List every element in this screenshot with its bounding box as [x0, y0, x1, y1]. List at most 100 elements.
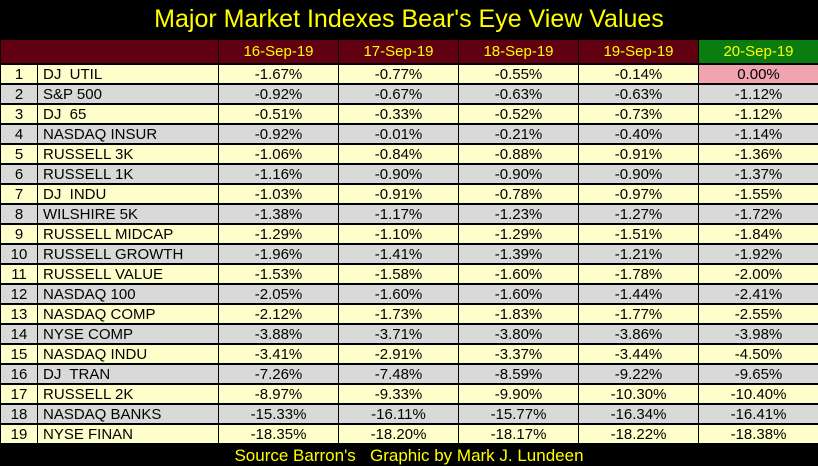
value-cell: -10.30% — [578, 383, 699, 405]
row-number-cell: 16 — [0, 363, 38, 385]
value-cell: -3.86% — [578, 323, 699, 345]
value-cell: -8.59% — [458, 363, 579, 385]
page-title: Major Market Indexes Bear's Eye View Val… — [154, 4, 664, 33]
index-name-cell: NASDAQ BANKS — [37, 403, 219, 425]
value-cell: -16.34% — [578, 403, 699, 425]
value-cell: -1.36% — [698, 143, 818, 165]
value-cell: -1.53% — [218, 263, 339, 285]
value-cell: -3.80% — [458, 323, 579, 345]
index-name-cell: DJ INDU — [37, 183, 219, 205]
row-number-cell: 19 — [0, 423, 38, 445]
value-cell: -1.92% — [698, 243, 818, 265]
table-row: 10 RUSSELL GROWTH -1.96% -1.41% -1.39% -1.21%… — [0, 243, 818, 265]
value-cell: -1.96% — [218, 243, 339, 265]
value-cell: -0.92% — [218, 83, 339, 105]
value-cell: -7.26% — [218, 363, 339, 385]
row-number-cell: 17 — [0, 383, 38, 405]
value-cell: -0.01% — [338, 123, 459, 145]
source-credit: Source Barron's Graphic by Mark J. Lunde… — [234, 445, 584, 465]
table-row: 15 NASDAQ INDU -3.41% -2.91% -3.37% -3.44% -4.… — [0, 343, 818, 365]
row-number-cell: 4 — [0, 123, 38, 145]
value-cell: -1.77% — [578, 303, 699, 325]
index-name-cell: NASDAQ 100 — [37, 283, 219, 305]
index-name-cell: RUSSELL MIDCAP — [37, 223, 219, 245]
row-number-cell: 10 — [0, 243, 38, 265]
row-number-cell: 3 — [0, 103, 38, 125]
value-cell: -1.73% — [338, 303, 459, 325]
value-cell: -1.84% — [698, 223, 818, 245]
header-date-4: 19-Sep-19 — [578, 38, 699, 65]
value-cell: -3.37% — [458, 343, 579, 365]
value-cell: -2.12% — [218, 303, 339, 325]
value-cell: -0.40% — [578, 123, 699, 145]
row-number-cell: 12 — [0, 283, 38, 305]
table-row: 16 DJ TRAN -7.26% -7.48% -8.59% -9.22% -9.65% — [0, 363, 818, 385]
value-cell: -1.29% — [218, 223, 339, 245]
value-cell: -18.35% — [218, 423, 339, 445]
value-cell: -18.17% — [458, 423, 579, 445]
value-cell: -2.05% — [218, 283, 339, 305]
value-cell: -15.33% — [218, 403, 339, 425]
table-body: 1 DJ UTIL -1.67% -0.77% -0.55% -0.14% 0.00% 2 S&… — [0, 63, 818, 445]
value-cell: -8.97% — [218, 383, 339, 405]
value-cell: -18.22% — [578, 423, 699, 445]
value-cell: -10.40% — [698, 383, 818, 405]
index-name-cell: S&P 500 — [37, 83, 219, 105]
value-cell: -9.90% — [458, 383, 579, 405]
row-number-cell: 18 — [0, 403, 38, 425]
index-name-cell: RUSSELL 2K — [37, 383, 219, 405]
table-row: 17 RUSSELL 2K -8.97% -9.33% -9.90% -10.30% -10… — [0, 383, 818, 405]
value-cell: -1.44% — [578, 283, 699, 305]
value-cell: -1.55% — [698, 183, 818, 205]
value-cell: -0.84% — [338, 143, 459, 165]
value-cell: -1.17% — [338, 203, 459, 225]
value-cell: -0.78% — [458, 183, 579, 205]
value-cell: -1.60% — [458, 263, 579, 285]
table-row: 1 DJ UTIL -1.67% -0.77% -0.55% -0.14% 0.00% — [0, 63, 818, 85]
header-date-3: 18-Sep-19 — [458, 38, 579, 65]
index-name-cell: NASDAQ INSUR — [37, 123, 219, 145]
value-cell: -3.71% — [338, 323, 459, 345]
value-cell: -0.63% — [458, 83, 579, 105]
row-number-cell: 9 — [0, 223, 38, 245]
index-name-cell: NASDAQ COMP — [37, 303, 219, 325]
value-cell: -0.90% — [578, 163, 699, 185]
table-row: 5 RUSSELL 3K -1.06% -0.84% -0.88% -0.91% -1.36… — [0, 143, 818, 165]
index-name-cell: NYSE FINAN — [37, 423, 219, 445]
value-cell: -2.00% — [698, 263, 818, 285]
value-cell: -3.88% — [218, 323, 339, 345]
value-cell: -1.38% — [218, 203, 339, 225]
table-row: 18 NASDAQ BANKS -15.33% -16.11% -15.77% -16.3… — [0, 403, 818, 425]
row-number-cell: 8 — [0, 203, 38, 225]
value-cell: -2.41% — [698, 283, 818, 305]
index-name-cell: WILSHIRE 5K — [37, 203, 219, 225]
index-name-cell: RUSSELL 3K — [37, 143, 219, 165]
value-cell: -0.52% — [458, 103, 579, 125]
footer-band: Source Barron's Graphic by Mark J. Lunde… — [0, 445, 818, 466]
table-row: 6 RUSSELL 1K -1.16% -0.90% -0.90% -0.90% -1.37… — [0, 163, 818, 185]
table-row: 11 RUSSELL VALUE -1.53% -1.58% -1.60% -1.78% -… — [0, 263, 818, 285]
value-cell: -9.22% — [578, 363, 699, 385]
header-corner-cell — [0, 38, 219, 65]
row-number-cell: 13 — [0, 303, 38, 325]
value-cell: -0.91% — [578, 143, 699, 165]
value-cell: -0.88% — [458, 143, 579, 165]
value-cell: -1.39% — [458, 243, 579, 265]
value-cell: -1.12% — [698, 103, 818, 125]
value-cell: -7.48% — [338, 363, 459, 385]
table-row: 14 NYSE COMP -3.88% -3.71% -3.80% -3.86% -3.98… — [0, 323, 818, 345]
value-cell: -1.83% — [458, 303, 579, 325]
title-band: Major Market Indexes Bear's Eye View Val… — [0, 0, 818, 38]
value-cell: -1.03% — [218, 183, 339, 205]
header-row: 16-Sep-19 17-Sep-19 18-Sep-19 19-Sep-19 … — [0, 38, 818, 65]
value-cell: -3.44% — [578, 343, 699, 365]
table-row: 13 NASDAQ COMP -2.12% -1.73% -1.83% -1.77% -2.… — [0, 303, 818, 325]
value-cell: -1.41% — [338, 243, 459, 265]
value-cell: -0.73% — [578, 103, 699, 125]
index-name-cell: DJ 65 — [37, 103, 219, 125]
value-cell: -1.60% — [338, 283, 459, 305]
value-cell: -2.55% — [698, 303, 818, 325]
table-row: 2 S&P 500 -0.92% -0.67% -0.63% -0.63% -1.12% — [0, 83, 818, 105]
table-row: 4 NASDAQ INSUR -0.92% -0.01% -0.21% -0.40% -1.… — [0, 123, 818, 145]
index-name-cell: DJ UTIL — [37, 63, 219, 85]
